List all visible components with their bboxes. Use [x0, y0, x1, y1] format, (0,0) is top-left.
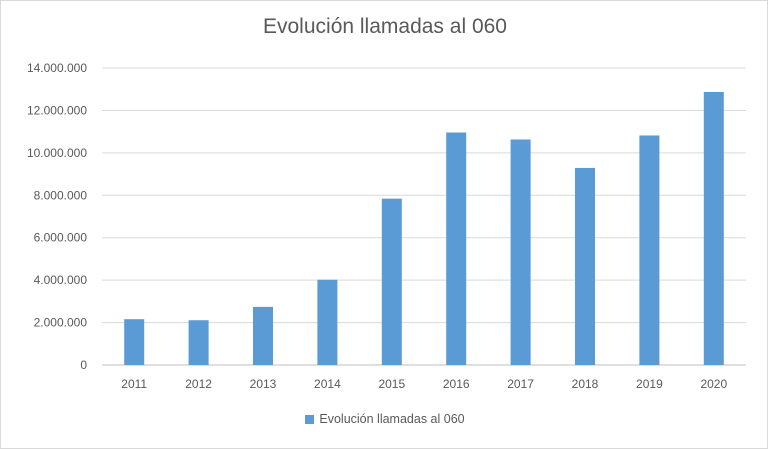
y-tick-label: 10.000.000	[27, 146, 87, 160]
x-tick-label: 2017	[507, 377, 534, 391]
x-tick-label: 2016	[443, 377, 470, 391]
bar	[703, 91, 724, 366]
legend-swatch	[305, 415, 315, 424]
bar	[317, 279, 338, 365]
x-tick-label: 2018	[572, 377, 599, 391]
bar	[639, 135, 660, 365]
y-tick-label: 0	[80, 358, 87, 372]
chart-title: Evolución llamadas al 060	[263, 15, 507, 38]
x-tick-label: 2020	[700, 377, 727, 391]
x-tick-label: 2012	[185, 377, 212, 391]
bar	[446, 132, 467, 365]
y-tick-label: 14.000.000	[27, 61, 87, 75]
y-tick-label: 2.000.000	[34, 316, 88, 330]
y-tick-label: 12.000.000	[27, 103, 87, 117]
x-tick-label: 2014	[314, 377, 341, 391]
bar	[188, 320, 209, 365]
y-tick-label: 8.000.000	[34, 188, 88, 202]
x-tick-label: 2013	[250, 377, 277, 391]
x-tick-label: 2019	[636, 377, 663, 391]
bar	[124, 319, 145, 365]
bar	[253, 306, 273, 365]
x-tick-label: 2011	[121, 377, 147, 391]
y-tick-label: 6.000.000	[34, 231, 88, 245]
x-tick-label: 2015	[378, 377, 405, 391]
legend-label: Evolución llamadas al 060	[319, 412, 465, 426]
y-tick-label: 4.000.000	[34, 273, 88, 287]
bar	[381, 198, 402, 365]
bar	[575, 167, 595, 365]
legend: Evolución llamadas al 060	[1, 412, 767, 426]
bar	[510, 139, 531, 365]
